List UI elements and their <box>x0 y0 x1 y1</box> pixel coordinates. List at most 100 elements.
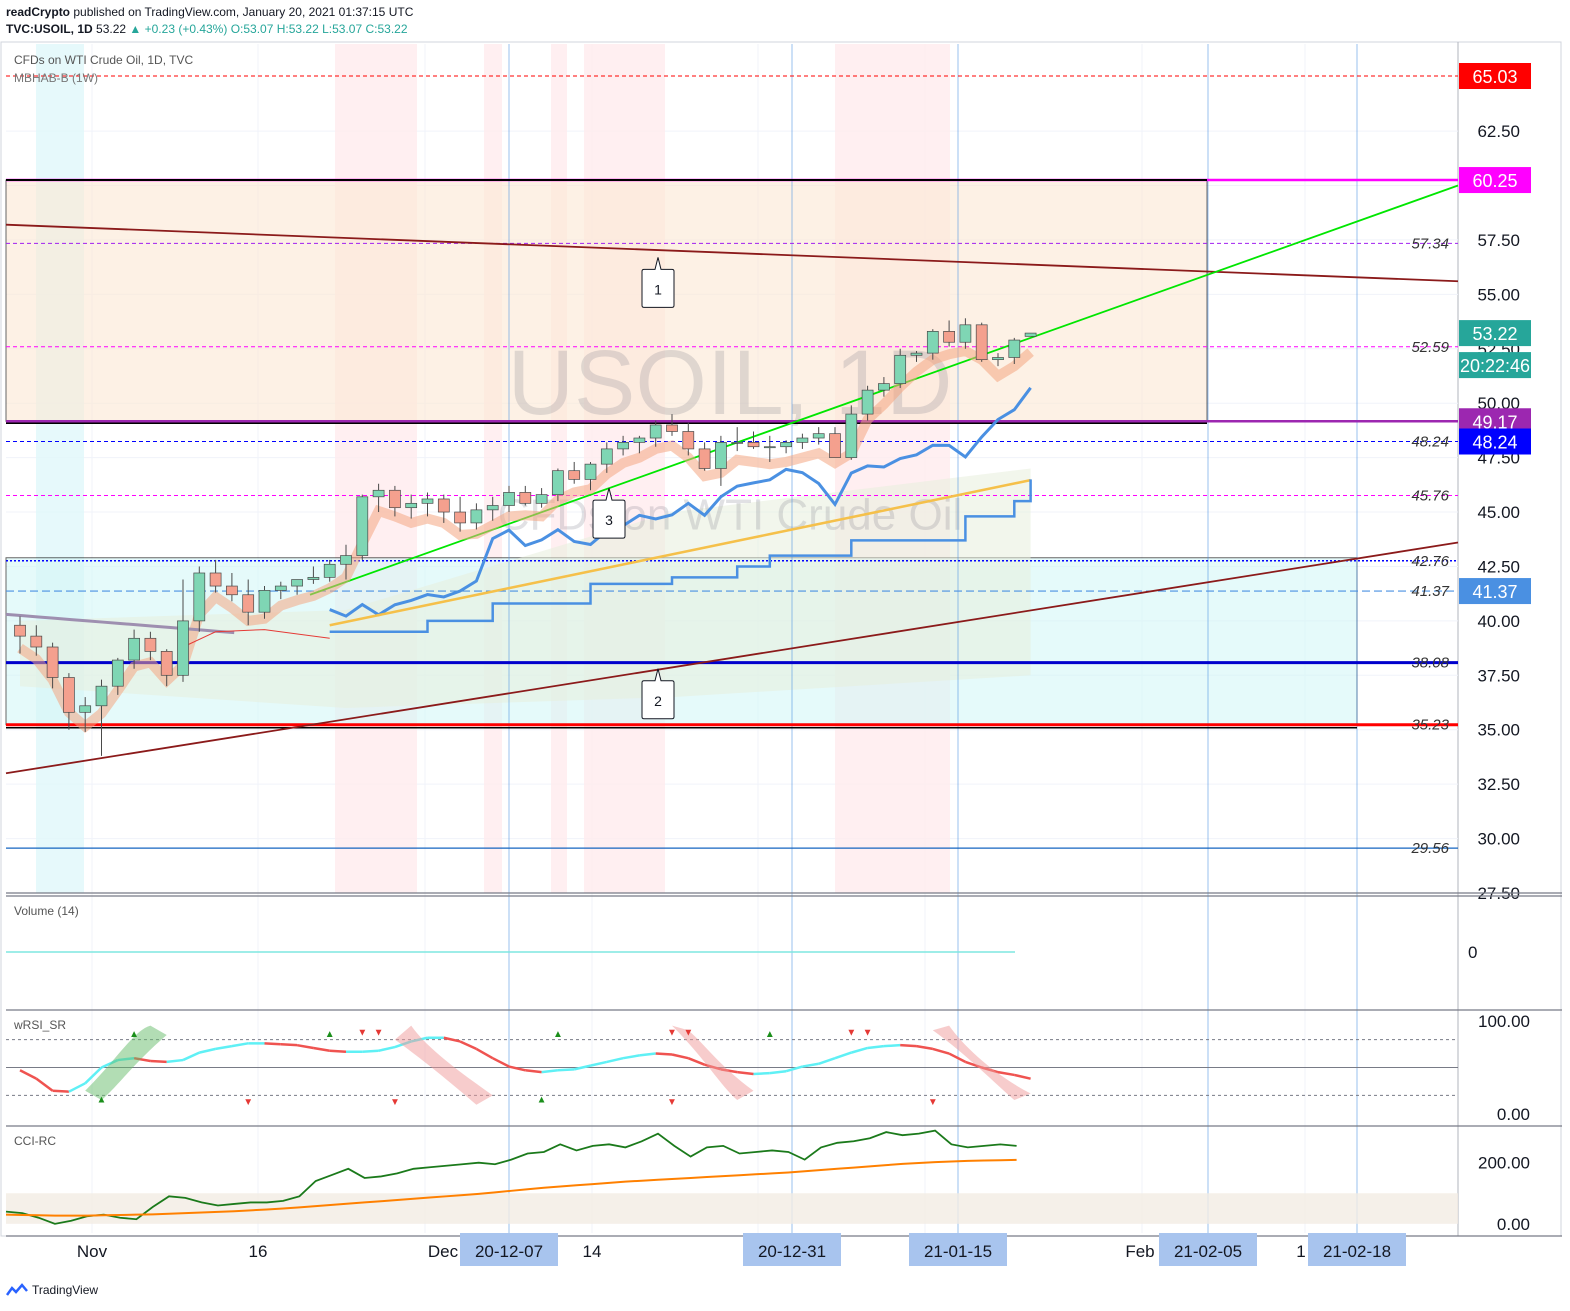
x-tick-label: Dec <box>428 1242 459 1261</box>
price-badge <box>1459 320 1531 347</box>
candle-body <box>454 511 466 524</box>
level-label: 45.76 <box>1411 487 1449 504</box>
rsi-down-arrow-icon: ▼ <box>390 1097 400 1108</box>
rsi-segment <box>166 1058 184 1064</box>
candle-body <box>503 492 515 506</box>
session-zone <box>835 44 950 893</box>
level-label: 29.56 <box>1410 840 1449 857</box>
watermark-name: CFDs on WTI Crude Oil <box>498 490 963 539</box>
rsi-segment <box>231 1042 249 1048</box>
candle-body <box>943 331 955 343</box>
candle-body <box>389 489 401 509</box>
price-badge <box>1459 578 1531 605</box>
date-badge <box>743 1233 841 1266</box>
candle-body <box>633 437 646 443</box>
candle-body <box>486 505 499 511</box>
ma-yellow <box>329 478 1031 627</box>
date-badge-label: 21-01-15 <box>924 1242 992 1261</box>
rsi-segment <box>329 1049 347 1053</box>
session-zone <box>335 44 417 893</box>
rsi-segment <box>753 1071 770 1076</box>
candle-body <box>242 594 255 613</box>
ohlc-values: O:53.07 H:53.22 L:53.07 C:53.22 <box>230 22 408 36</box>
rsi-segment <box>443 1036 461 1043</box>
candle-body <box>372 489 385 498</box>
cci-band <box>6 1193 1458 1224</box>
rsi-segment <box>737 1070 754 1076</box>
publisher-name[interactable]: readCrypto <box>6 5 71 19</box>
level-label: 38.08 <box>1411 655 1449 672</box>
price-badge <box>1459 167 1531 194</box>
rsi-segment <box>655 1052 673 1056</box>
y-tick-label: 35.00 <box>1477 721 1520 740</box>
rsi-segment <box>84 1066 103 1085</box>
session-zone <box>36 44 84 893</box>
candle-body <box>959 324 972 343</box>
rsi-segment <box>687 1057 706 1066</box>
candle-body <box>193 572 206 622</box>
candle-body <box>649 424 662 439</box>
rsi-segment <box>541 1069 559 1074</box>
callout-1 <box>641 257 675 308</box>
rsi-up-arrow-icon: ▲ <box>97 1094 107 1105</box>
candle-body <box>209 572 222 587</box>
rsi-segment <box>199 1047 216 1054</box>
rsi-segment <box>818 1057 836 1065</box>
tradingview-logo-icon <box>6 1283 28 1296</box>
y-tick-label: 37.50 <box>1477 666 1520 685</box>
candle-body <box>128 637 140 661</box>
ma-purple <box>5 612 235 635</box>
candle-body <box>552 470 564 495</box>
candle-body <box>812 433 825 439</box>
candle-body <box>323 563 336 578</box>
candle-body <box>46 646 59 678</box>
rsi-tick: 100.00 <box>1478 1012 1530 1031</box>
candle-body <box>617 442 629 450</box>
publish-info: published on TradingView.com, January 20… <box>73 5 414 19</box>
cci-tick: 200.00 <box>1478 1154 1530 1173</box>
y-tick-label: 32.50 <box>1477 775 1520 794</box>
rsi-segment <box>475 1047 494 1060</box>
rsi-segment <box>296 1043 314 1050</box>
publish-line: readCrypto published on TradingView.com,… <box>6 5 413 19</box>
candle-body <box>160 651 173 676</box>
candle-body <box>95 685 108 707</box>
rsi-down-arrow-icon: ▼ <box>374 1027 384 1038</box>
indicator-label: MBHAB-B (1W) <box>14 71 98 85</box>
candle-body <box>682 431 695 450</box>
candle-body <box>144 637 157 652</box>
ma-step <box>329 479 1032 634</box>
rsi-segment <box>916 1044 934 1051</box>
trendline-rising <box>5 541 1459 775</box>
date-badge-label: 20-12-31 <box>758 1242 826 1261</box>
rsi-segment <box>834 1051 852 1060</box>
callout-2-label: 2 <box>654 693 662 709</box>
candle-body <box>780 442 792 448</box>
volume-tick: 0 <box>1468 943 1477 962</box>
rsi-down-arrow-icon: ▼ <box>243 1097 253 1108</box>
footer-brand[interactable]: TradingView <box>32 1283 99 1297</box>
rsi-segment <box>378 1045 396 1052</box>
y-tick-label: 40.00 <box>1477 612 1520 631</box>
rsi-segment <box>508 1065 526 1072</box>
price-change: +0.23 (+0.43%) <box>144 22 228 36</box>
rsi-down-arrow-icon: ▼ <box>357 1027 367 1038</box>
rsi-segment <box>932 1047 950 1055</box>
candle-body <box>519 492 532 504</box>
candle-body <box>568 470 581 480</box>
rsi-up-arrow-icon: ▲ <box>537 1094 547 1105</box>
date-badge <box>1159 1233 1257 1266</box>
candle-body <box>226 585 238 596</box>
rsi-segment <box>802 1062 819 1068</box>
symbol-name[interactable]: TVC:USOIL, 1D <box>6 22 93 36</box>
rsi-segment <box>883 1043 901 1048</box>
rsi-segment <box>590 1060 608 1067</box>
level-label: 48.24 <box>1411 434 1449 451</box>
rsi-up-arrow-icon: ▲ <box>325 1029 335 1040</box>
rsi-segment <box>622 1054 640 1060</box>
rsi-segment <box>997 1070 1015 1077</box>
price-badge <box>1459 428 1531 455</box>
candle-body <box>861 389 874 415</box>
cloud-ribbon <box>20 468 1031 708</box>
